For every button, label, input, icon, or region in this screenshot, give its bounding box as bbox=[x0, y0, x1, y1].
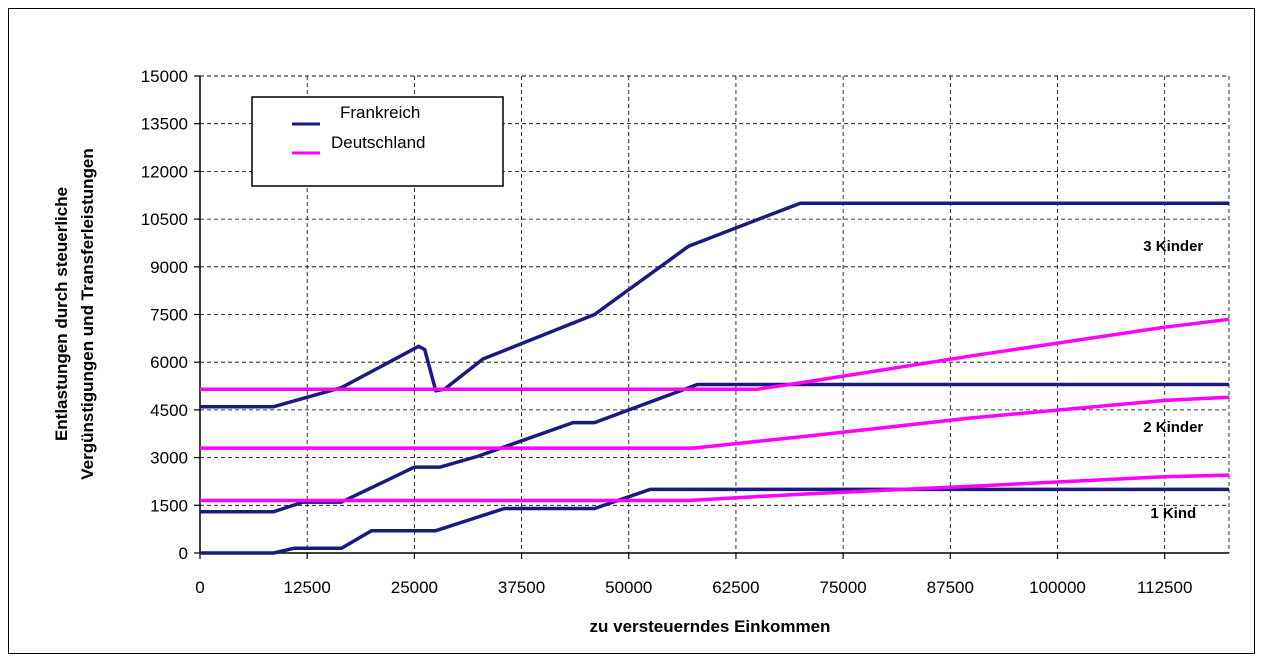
x-tick-label: 37500 bbox=[498, 578, 545, 597]
legend-box bbox=[251, 96, 504, 187]
x-tick-label: 50000 bbox=[605, 578, 652, 597]
axes bbox=[194, 75, 1230, 559]
legend-label-deutschland: Deutschland bbox=[331, 133, 426, 152]
y-tick-label: 10500 bbox=[141, 210, 188, 229]
x-tick-label: 25000 bbox=[391, 578, 438, 597]
y-tick-label: 7500 bbox=[150, 306, 188, 325]
y-tick-label: 9000 bbox=[150, 258, 188, 277]
y-tick-label: 6000 bbox=[150, 353, 188, 372]
legend-label-frankreich: Frankreich bbox=[340, 103, 420, 122]
x-tick-label: 75000 bbox=[819, 578, 866, 597]
y-tick-label: 12000 bbox=[141, 162, 188, 181]
x-tick-label: 0 bbox=[195, 578, 204, 597]
series-line-deutschland-2-kinder bbox=[200, 395, 1230, 450]
series-line-deutschland-3-kinder bbox=[200, 317, 1230, 391]
series-line-deutschland-1-kind bbox=[200, 473, 1230, 503]
annotation-label: 1 Kind bbox=[1150, 505, 1196, 522]
series-lines bbox=[200, 201, 1230, 555]
x-tick-label: 112500 bbox=[1137, 578, 1192, 597]
x-tick-labels: 0 12500 25000 37500 50000 62500 75000 87500 1000… bbox=[195, 578, 1192, 597]
x-tick-label: 12500 bbox=[284, 578, 331, 597]
series-line-frankreich-2-kinder bbox=[200, 382, 1229, 514]
x-axis-title: zu versteuerndes Einkommen bbox=[590, 617, 831, 636]
y-tick-label: 13500 bbox=[141, 115, 188, 134]
y-axis-title-line-2: Vergünstigungen und Transferleistungen bbox=[78, 148, 97, 480]
y-tick-label: 0 bbox=[179, 544, 188, 563]
y-tick-label: 1500 bbox=[150, 496, 188, 515]
y-axis-title-line-1: Entlastungen durch steuerliche bbox=[52, 187, 71, 441]
y-tick-label: 4500 bbox=[150, 401, 188, 420]
annotation-label: 3 Kinder bbox=[1143, 238, 1203, 255]
y-tick-labels: 0 1500 3000 4500 6000 7500 9000 10500 12000 13500… bbox=[141, 67, 188, 563]
legend: Frankreich Deutschland bbox=[251, 96, 504, 187]
annotations: 3 Kinder 2 Kinder 1 Kind bbox=[1143, 238, 1203, 522]
x-tick-label: 62500 bbox=[712, 578, 759, 597]
x-tick-label: 87500 bbox=[927, 578, 974, 597]
chart-frame bbox=[8, 8, 1255, 654]
y-tick-label: 3000 bbox=[150, 449, 188, 468]
y-tick-label: 15000 bbox=[141, 67, 188, 86]
series-line-frankreich-3-kinder bbox=[200, 201, 1229, 409]
x-tick-label: 100000 bbox=[1029, 578, 1086, 597]
annotation-label: 2 Kinder bbox=[1143, 419, 1203, 436]
